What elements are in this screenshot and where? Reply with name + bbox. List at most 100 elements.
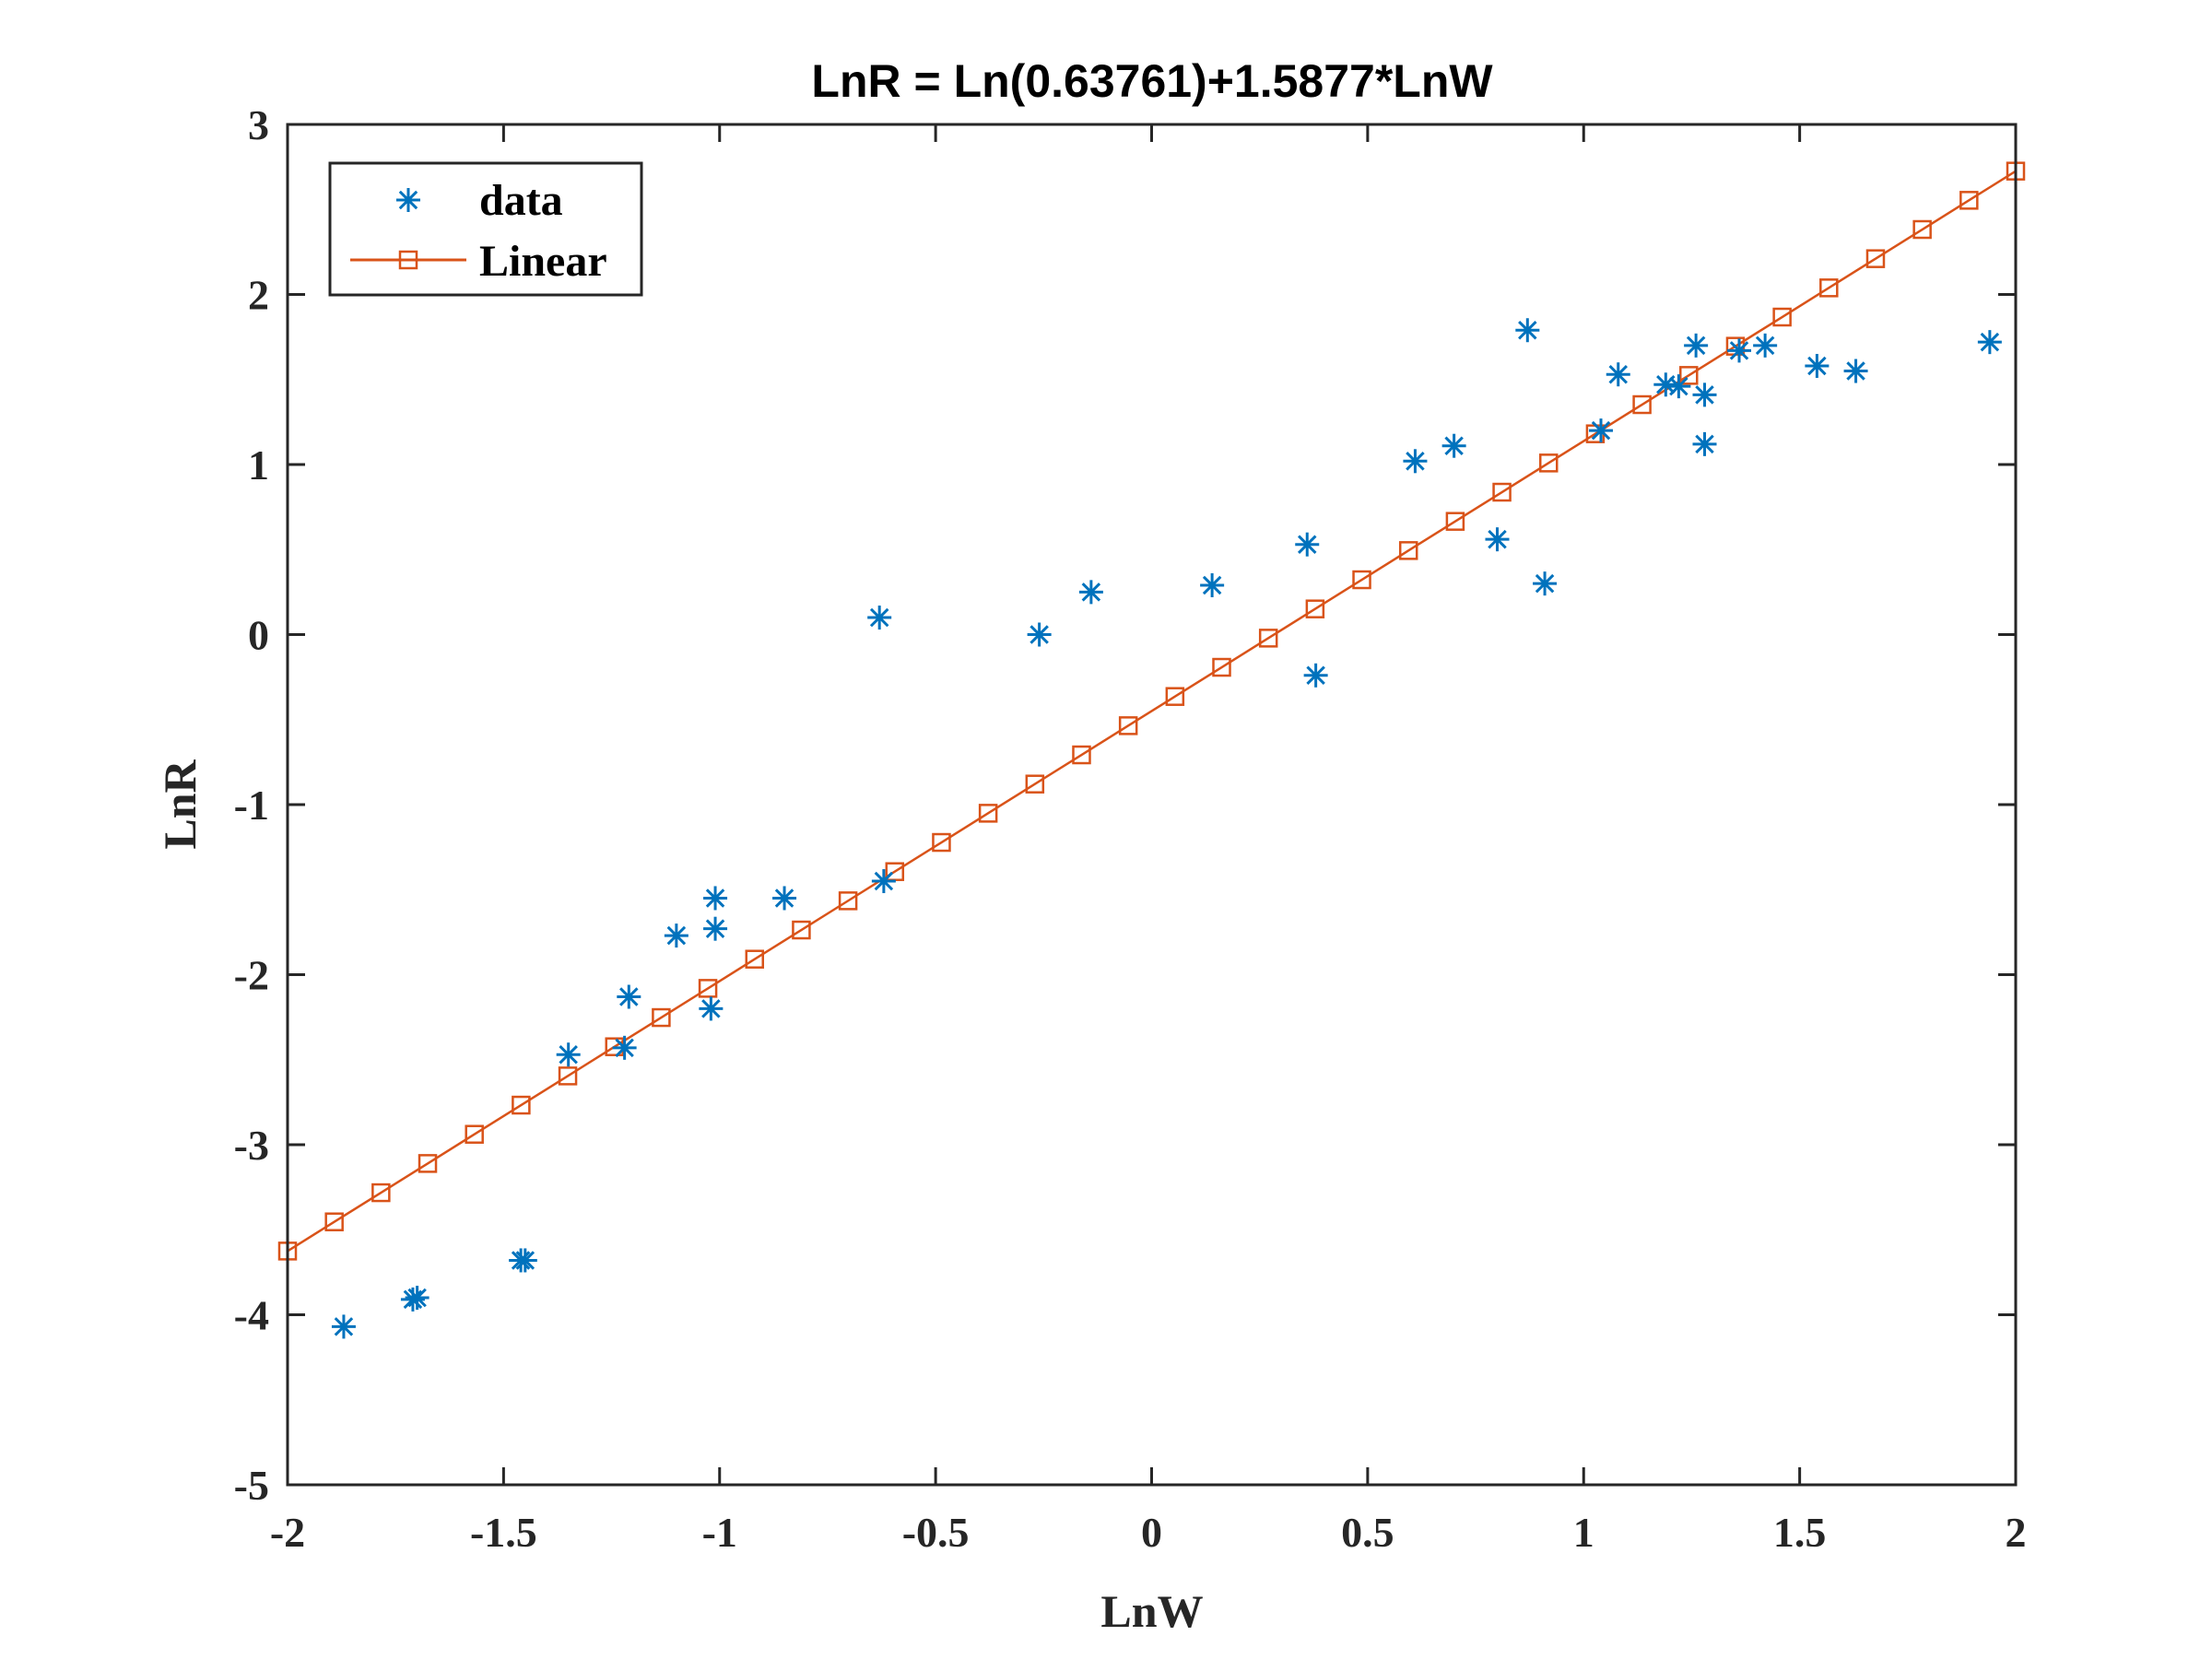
data-point-stroke — [705, 919, 725, 938]
data-point-stroke — [1695, 434, 1714, 454]
data-point-stroke — [1669, 376, 1688, 396]
data-point — [1485, 527, 1510, 552]
data-point-stroke — [619, 987, 639, 1006]
axes: -2 -1.5 -1 -0.5 0 0.5 1 1.5 2 -5 -4 -3 -2 -1 0 1 2 3 — [234, 101, 2027, 1556]
x-tick-label: 1.5 — [1773, 1509, 1827, 1556]
x-tick-label: -2 — [270, 1509, 305, 1556]
legend: data Linear — [328, 161, 643, 297]
y-tick-label: -1 — [234, 782, 269, 829]
data-point — [612, 1035, 637, 1060]
data-point-stroke — [1591, 420, 1611, 441]
data-point-stroke — [407, 1288, 427, 1308]
data-point — [1606, 362, 1630, 387]
data-point-stroke — [1846, 361, 1865, 381]
chart-title: LnR = Ln(0.63761)+1.5877*LnW — [811, 55, 1493, 107]
linear-point-marker — [1398, 541, 1418, 560]
x-axis-label: LnW — [1100, 1585, 1203, 1637]
linear-point-marker — [465, 1124, 484, 1144]
linear-point-marker — [1118, 716, 1138, 735]
data-point-stroke — [1030, 625, 1049, 644]
data-point-stroke — [774, 888, 794, 908]
legend-data-asterisk — [396, 188, 420, 212]
data-point-stroke — [559, 1044, 578, 1065]
data-point — [699, 996, 724, 1021]
data-point — [331, 1314, 356, 1339]
data-point — [1666, 374, 1691, 399]
data-point-stroke — [666, 925, 687, 946]
linear-point-marker — [1865, 249, 1886, 268]
linear-point-marker — [1165, 687, 1185, 706]
data-point — [1403, 449, 1428, 474]
linear-point-marker — [1819, 278, 1839, 298]
data-point — [703, 886, 728, 911]
data-point — [1977, 330, 2002, 355]
data-point — [1078, 580, 1103, 605]
data-point — [1515, 318, 1540, 343]
data-point-stroke — [1755, 335, 1775, 356]
data-point-stroke — [1729, 341, 1749, 360]
data-point-stroke — [874, 871, 894, 891]
x-tick-label: 0 — [1141, 1509, 1162, 1556]
data-series — [331, 318, 2002, 1339]
data-point-stroke — [1202, 575, 1222, 595]
x-tick-label: -1 — [702, 1509, 737, 1556]
y-tick-label: -4 — [234, 1292, 269, 1339]
data-point — [703, 916, 728, 941]
data-point — [1753, 333, 1778, 358]
data-point-stroke — [334, 1317, 354, 1336]
linear-point-marker — [698, 979, 718, 998]
y-tick-label: 3 — [248, 101, 269, 148]
y-tick-label: 0 — [248, 612, 269, 659]
data-point — [1843, 359, 1868, 383]
data-point-stroke — [1518, 320, 1537, 340]
legend-label-data: data — [479, 176, 563, 225]
y-axis-label: LnR — [154, 759, 206, 849]
data-point — [400, 1287, 425, 1312]
linear-point-marker — [324, 1212, 344, 1231]
data-point-stroke — [1444, 436, 1464, 455]
x-tick-label: 2 — [2006, 1509, 2027, 1556]
data-point-stroke — [701, 999, 721, 1018]
linear-point-marker — [1445, 512, 1465, 531]
data-point-stroke — [1081, 582, 1101, 602]
linear-point-marker — [978, 804, 998, 823]
linear-point-marker — [1352, 570, 1371, 590]
y-tick-label: 2 — [248, 272, 269, 319]
legend-box — [328, 161, 643, 297]
linear-point-marker — [1538, 453, 1559, 473]
legend-data-asterisk-stroke — [398, 190, 418, 210]
data-point-stroke — [869, 607, 889, 628]
linear-point-marker — [1679, 366, 1699, 385]
linear-point-marker — [558, 1066, 578, 1086]
y-tick-label: -5 — [234, 1462, 269, 1509]
y-tick-label: -2 — [234, 952, 269, 999]
x-tick-label: 0.5 — [1341, 1509, 1394, 1556]
data-point-stroke — [1980, 332, 2000, 352]
data-point — [871, 869, 896, 894]
data-point — [1533, 571, 1558, 596]
data-point-stroke — [1488, 529, 1507, 549]
data-point — [1653, 372, 1678, 397]
data-point-stroke — [1695, 385, 1714, 405]
data-point-stroke — [1306, 665, 1325, 686]
data-point — [1589, 418, 1613, 443]
data-point — [1692, 431, 1717, 456]
linear-point-marker — [418, 1154, 438, 1173]
linear-point-marker — [1305, 599, 1325, 618]
linear-point-marker — [838, 891, 858, 911]
linear-point-marker — [1258, 629, 1278, 648]
linear-point-marker — [1959, 191, 1979, 210]
data-point — [867, 606, 892, 630]
data-point — [1027, 622, 1052, 647]
linear-point-marker — [652, 1007, 671, 1028]
legend-data-marker — [396, 188, 420, 212]
x-tick-label: -0.5 — [902, 1509, 970, 1556]
x-tick-label: -1.5 — [470, 1509, 537, 1556]
data-point — [1727, 338, 1751, 363]
y-tick-label: -3 — [234, 1122, 269, 1169]
linear-point-marker — [1772, 307, 1792, 327]
data-point — [1295, 532, 1320, 557]
data-point — [556, 1042, 581, 1067]
legend-linear-marker — [398, 250, 418, 270]
